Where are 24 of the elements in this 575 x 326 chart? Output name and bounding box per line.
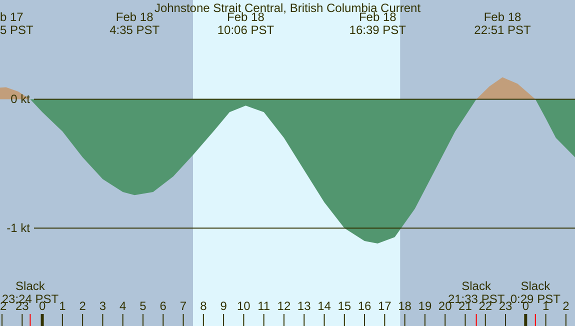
x-tick-label: 6 <box>160 299 167 313</box>
annotation: Feb 18 22:51 PST <box>474 10 532 37</box>
annotation: b 17 5 PST <box>0 10 34 37</box>
x-tick-label: 10 <box>237 299 251 313</box>
x-tick-label: 18 <box>398 299 412 313</box>
x-tick-label: 15 <box>338 299 352 313</box>
x-tick-label: 7 <box>180 299 187 313</box>
x-tick-label: 19 <box>418 299 432 313</box>
x-tick-label: 13 <box>297 299 312 313</box>
x-tick-label: 2 <box>562 299 570 313</box>
x-tick-label: 5 <box>140 299 147 313</box>
x-tick-label: 9 <box>220 299 228 313</box>
x-tick-label: 12 <box>277 299 291 313</box>
x-tick-label: 17 <box>378 299 392 313</box>
x-tick-label: 16 <box>358 299 372 313</box>
y-tick-label: -1 kt <box>6 221 31 236</box>
x-tick-label: 3 <box>99 299 106 313</box>
x-tick-label: 2 <box>79 299 86 313</box>
x-tick-label: 14 <box>318 299 332 313</box>
x-tick-label: 1 <box>59 299 66 313</box>
x-tick-label: 11 <box>258 299 270 313</box>
x-tick-label: 8 <box>200 299 208 313</box>
y-tick-label: 0 kt <box>10 92 31 106</box>
x-tick-label: 4 <box>120 299 127 313</box>
